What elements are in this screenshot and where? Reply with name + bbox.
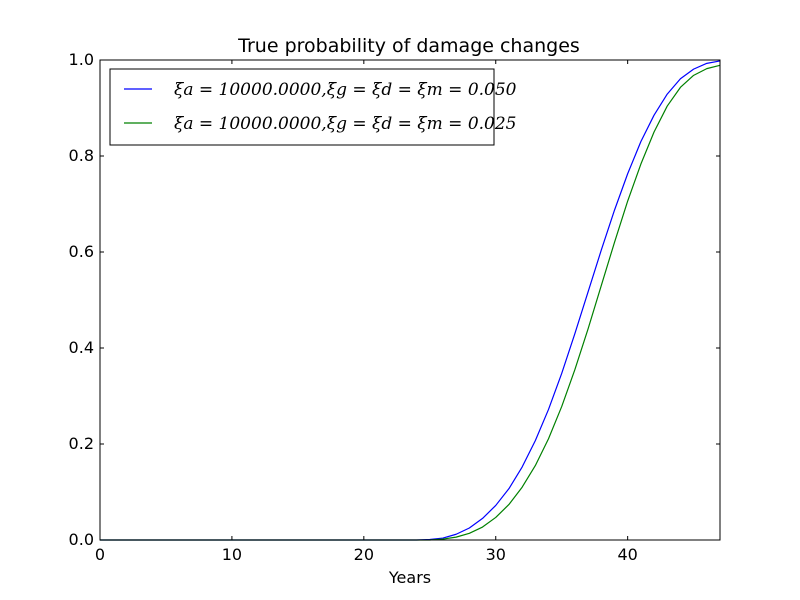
y-tick-label: 0.0 <box>69 530 94 549</box>
legend-label-0-rest: ξg = ξd = ξm = 0.050 <box>327 80 517 100</box>
legend: ξa = 10000.0000,ξg = ξd = ξm = 0.050 ξa … <box>109 68 517 146</box>
chart-title: True probability of damage changes <box>237 35 580 57</box>
legend-item: ξa = 10000.0000,ξg = ξd = ξm = 0.050 <box>124 80 517 100</box>
y-tick-label: 0.2 <box>69 434 94 453</box>
legend-label-0-xi-a: ξa = 10000.0000, <box>174 80 327 100</box>
y-tick-label: 1.0 <box>69 50 94 69</box>
y-tick-label: 0.6 <box>69 242 94 261</box>
legend-label-0: ξa = 10000.0000,ξg = ξd = ξm = 0.050 <box>174 80 517 100</box>
legend-label-1: ξa = 10000.0000,ξg = ξd = ξm = 0.025 <box>174 114 517 134</box>
legend-item: ξa = 10000.0000,ξg = ξd = ξm = 0.025 <box>124 114 517 134</box>
y-tick-label: 0.4 <box>69 338 94 357</box>
y-tick-label: 0.8 <box>69 146 94 165</box>
x-tick-label: 20 <box>354 545 374 564</box>
x-tick-label: 40 <box>617 545 637 564</box>
legend-box <box>109 68 495 146</box>
x-tick-label: 10 <box>222 545 242 564</box>
x-tick-label: 30 <box>486 545 506 564</box>
legend-label-1-xi-a: ξa = 10000.0000, <box>174 114 327 134</box>
legend-label-1-rest: ξg = ξd = ξm = 0.025 <box>327 114 517 134</box>
x-axis-label: Years <box>388 568 431 587</box>
plot-frame <box>99 59 721 541</box>
x-tick-label: 0 <box>95 545 105 564</box>
